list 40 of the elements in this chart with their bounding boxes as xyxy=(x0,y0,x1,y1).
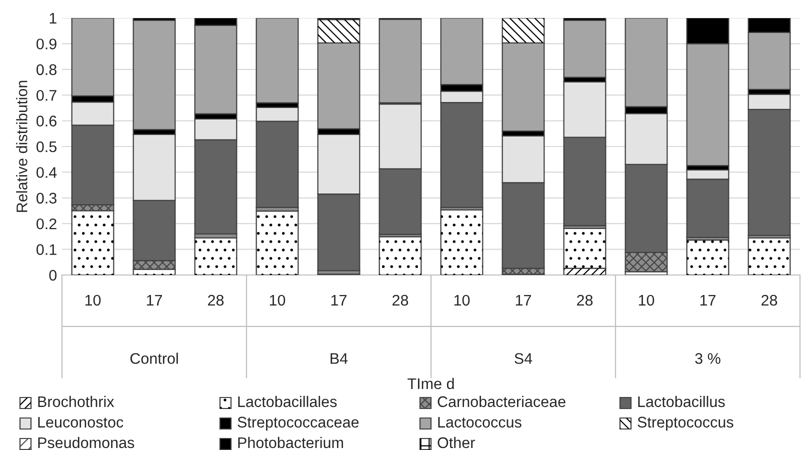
y-tick-label: 0.8 xyxy=(36,64,56,76)
text: Control xyxy=(130,352,178,364)
y-tick-label: 0 xyxy=(49,270,57,281)
legend-label: Lactobacillales xyxy=(238,396,337,408)
x-axis-title: TIme d xyxy=(408,378,454,390)
x-tick-label: 17 xyxy=(700,295,716,306)
y-tick-label: 0.3 xyxy=(36,192,56,204)
y-tick-label: 0.2 xyxy=(36,218,56,230)
legend-label: Lactobacillus xyxy=(638,396,725,408)
legend-label: Streptococcaceae xyxy=(238,416,359,431)
y-tick-label: 0.6 xyxy=(36,116,56,126)
x-tick-label: 17 xyxy=(516,295,531,306)
y-tick-label: 0.7 xyxy=(36,90,56,101)
legend-label: Carnobacteriaceae xyxy=(438,396,566,408)
x-tick-label: 10 xyxy=(454,294,470,306)
y-tick-label: 1 xyxy=(50,13,56,24)
legend-label: Streptococcus xyxy=(638,416,734,431)
legend-label: Brochothrix xyxy=(38,396,114,408)
text: 3 % xyxy=(695,353,720,364)
text: B4 xyxy=(330,353,348,364)
y-tick-label: 0.5 xyxy=(36,141,56,152)
x-tick-label: 10 xyxy=(270,294,286,306)
y-tick-label: 0.1 xyxy=(36,244,56,255)
y-axis-title: Relative distribution xyxy=(16,80,28,212)
x-tick-label: 28 xyxy=(208,294,224,306)
text: S4 xyxy=(514,353,532,364)
legend-label: Photobacterium xyxy=(238,436,343,448)
x-tick-label: 10 xyxy=(85,294,101,306)
y-tick-label: 0.4 xyxy=(36,167,57,178)
x-tick-label: 17 xyxy=(331,295,346,306)
legend-label: Pseudomonas xyxy=(38,436,134,448)
y-tick-label: 0.9 xyxy=(36,38,56,50)
legend-label: Leuconostoc xyxy=(38,416,124,428)
x-tick-label: 17 xyxy=(146,295,162,306)
legend-label: Other xyxy=(438,436,475,448)
x-tick-label: 28 xyxy=(392,294,408,306)
legend-label: Lactococcus xyxy=(438,416,522,428)
x-tick-label: 28 xyxy=(577,294,593,306)
x-tick-label: 10 xyxy=(638,294,654,306)
x-tick-label: 28 xyxy=(762,294,778,306)
